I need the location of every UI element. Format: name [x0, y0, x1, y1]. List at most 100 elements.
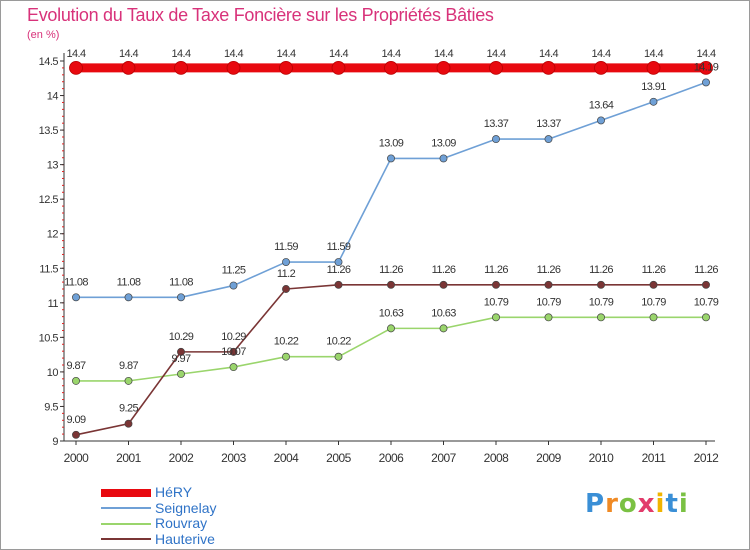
y-tick-label: 13.5: [39, 125, 59, 137]
data-label: 11.59: [274, 241, 298, 253]
data-label: 10.79: [484, 296, 509, 308]
y-tick-label: 10: [47, 367, 59, 379]
data-label: 10.79: [694, 296, 719, 308]
data-point: [121, 61, 136, 75]
data-point: [177, 293, 185, 302]
data-point: [544, 280, 553, 289]
data-label: 11.26: [694, 264, 718, 276]
data-label: 9.87: [66, 360, 85, 372]
data-point: [541, 61, 556, 75]
x-tick-label: 2011: [642, 451, 667, 465]
data-point: [174, 61, 188, 75]
data-point: [69, 61, 83, 75]
data-label: 14.4: [644, 48, 663, 60]
legend-swatch: [101, 507, 151, 510]
x-tick-label: 2002: [169, 451, 195, 465]
legend-item: Hauterive: [101, 530, 217, 548]
data-label: 11.26: [379, 264, 403, 276]
legend-label: Rouvray: [155, 515, 208, 532]
data-label: 9.97: [171, 353, 190, 365]
data-point: [594, 61, 608, 75]
legend-swatch: [101, 488, 151, 497]
y-tick-label: 11.5: [39, 263, 58, 275]
y-tick-label: 12: [47, 229, 59, 241]
data-point: [544, 135, 553, 144]
data-label: 11.08: [117, 276, 141, 288]
y-tick-label: 10.5: [39, 332, 59, 344]
data-point: [489, 61, 503, 75]
data-label: 14.4: [119, 48, 138, 60]
proxiti-logo: Proxiti: [585, 489, 689, 519]
data-label: 13.91: [641, 81, 666, 93]
data-point: [387, 280, 395, 289]
data-point: [597, 313, 605, 322]
data-label: 14.4: [434, 48, 453, 60]
legend: HéRY Seignelay Rouvray Hauterive: [101, 485, 217, 547]
y-axis-unit: (en %): [27, 29, 60, 41]
data-point: [177, 370, 185, 378]
y-tick-label: 12.5: [39, 194, 59, 206]
data-point: [387, 154, 395, 163]
data-point: [282, 352, 290, 361]
x-tick-label: 2004: [274, 451, 300, 465]
x-tick-label: 2012: [694, 451, 720, 465]
data-point: [699, 61, 713, 75]
data-point: [702, 313, 710, 322]
data-point: [384, 61, 398, 75]
data-point: [492, 280, 500, 289]
data-point: [387, 324, 395, 333]
data-label: 11.08: [169, 276, 193, 288]
data-label: 11.08: [64, 276, 88, 288]
data-point: [334, 352, 343, 361]
data-point: [334, 280, 343, 289]
data-label: 10.79: [589, 296, 614, 308]
data-label: 11.25: [222, 265, 246, 277]
data-label: 13.09: [431, 137, 456, 149]
data-point: [702, 78, 710, 87]
legend-item: Seignelay: [101, 499, 217, 517]
data-point: [279, 61, 293, 75]
data-point: [544, 313, 553, 322]
data-point: [334, 258, 343, 267]
data-point: [72, 293, 80, 302]
data-point: [492, 135, 500, 144]
logo-letter: i: [655, 489, 666, 519]
data-point: [226, 61, 241, 75]
data-label: 14.4: [171, 48, 190, 60]
data-point: [649, 97, 658, 106]
logo-letter: P: [585, 489, 606, 519]
x-tick-label: 2005: [326, 451, 352, 465]
x-tick-label: 2006: [379, 451, 405, 465]
logo-letter: r: [605, 489, 619, 519]
data-point: [282, 285, 290, 293]
data-label: 9.87: [119, 360, 138, 372]
legend-label: HéRY: [155, 484, 193, 501]
data-label: 11.26: [642, 264, 666, 276]
data-point: [72, 376, 80, 385]
data-point: [646, 61, 661, 75]
logo-letter: x: [637, 489, 656, 519]
x-tick-label: 2000: [64, 451, 90, 465]
y-tick-label: 9.5: [44, 401, 58, 413]
data-point: [331, 61, 346, 75]
data-point: [282, 258, 290, 267]
data-point: [597, 116, 605, 125]
legend-swatch: [101, 522, 151, 525]
data-label: 14.4: [486, 48, 505, 60]
data-point: [124, 293, 133, 302]
legend-label: Seignelay: [155, 499, 217, 516]
legend-label: Hauterive: [155, 530, 215, 547]
data-point: [649, 313, 658, 322]
data-label: 13.37: [536, 118, 561, 130]
legend-item: HéRY: [101, 485, 217, 501]
data-label: 14.4: [591, 48, 610, 60]
data-label: 11.2: [277, 268, 296, 280]
data-point: [439, 154, 448, 163]
y-tick-label: 14: [47, 91, 59, 103]
data-label: 10.22: [326, 336, 351, 348]
data-label: 10.79: [641, 296, 666, 308]
data-label: 9.25: [119, 403, 138, 415]
x-tick-label: 2009: [536, 451, 562, 465]
data-point: [439, 324, 448, 333]
